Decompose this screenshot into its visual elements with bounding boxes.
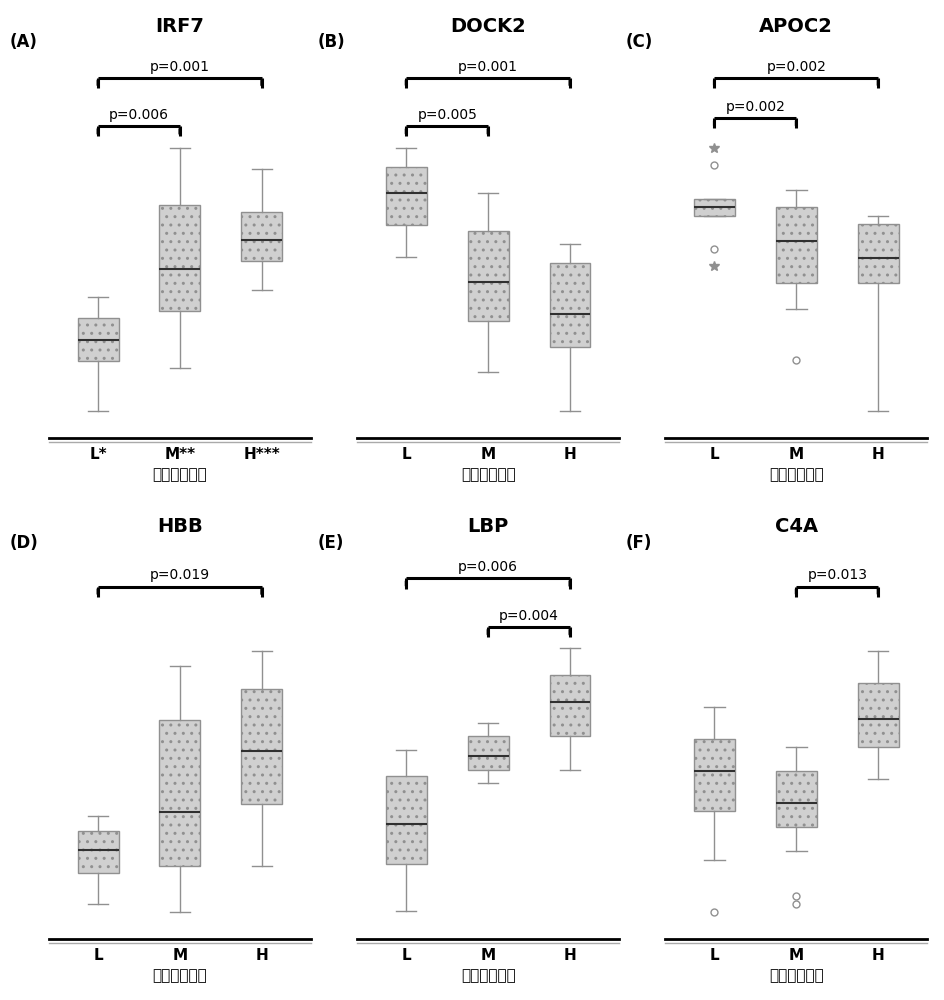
PathPatch shape xyxy=(776,771,817,827)
Text: (C): (C) xyxy=(626,33,653,51)
Title: APOC2: APOC2 xyxy=(759,17,834,36)
Text: p=0.004: p=0.004 xyxy=(499,609,559,623)
X-axis label: 无糖尿病患者: 无糖尿病患者 xyxy=(153,968,208,983)
Text: p=0.005: p=0.005 xyxy=(417,108,477,122)
Title: HBB: HBB xyxy=(157,517,203,536)
PathPatch shape xyxy=(694,739,735,811)
PathPatch shape xyxy=(549,675,591,736)
PathPatch shape xyxy=(242,689,282,804)
X-axis label: 无糖尿病患者: 无糖尿病患者 xyxy=(769,968,824,983)
Text: p=0.002: p=0.002 xyxy=(767,60,826,74)
Title: C4A: C4A xyxy=(775,517,818,536)
Text: p=0.006: p=0.006 xyxy=(109,108,169,122)
Text: (B): (B) xyxy=(318,33,346,51)
Text: p=0.013: p=0.013 xyxy=(807,568,868,582)
Title: IRF7: IRF7 xyxy=(156,17,205,36)
PathPatch shape xyxy=(776,207,817,283)
Title: DOCK2: DOCK2 xyxy=(450,17,526,36)
X-axis label: 无糖尿病患者: 无糖尿病患者 xyxy=(769,468,824,483)
PathPatch shape xyxy=(386,167,427,225)
PathPatch shape xyxy=(77,831,119,873)
PathPatch shape xyxy=(549,263,591,347)
Text: (F): (F) xyxy=(626,534,652,552)
Text: (D): (D) xyxy=(9,534,39,552)
Text: (A): (A) xyxy=(9,33,38,51)
PathPatch shape xyxy=(77,318,119,361)
PathPatch shape xyxy=(160,205,200,311)
Text: p=0.002: p=0.002 xyxy=(725,100,785,114)
PathPatch shape xyxy=(694,199,735,216)
PathPatch shape xyxy=(467,231,509,321)
Text: p=0.001: p=0.001 xyxy=(150,60,210,74)
PathPatch shape xyxy=(858,224,899,283)
Text: p=0.006: p=0.006 xyxy=(458,560,518,574)
X-axis label: 无糖尿病患者: 无糖尿病患者 xyxy=(461,468,515,483)
PathPatch shape xyxy=(160,720,200,866)
Text: (E): (E) xyxy=(318,534,345,552)
Title: LBP: LBP xyxy=(467,517,509,536)
Text: p=0.019: p=0.019 xyxy=(150,568,210,582)
Text: p=0.001: p=0.001 xyxy=(458,60,518,74)
PathPatch shape xyxy=(386,776,427,864)
PathPatch shape xyxy=(242,212,282,261)
X-axis label: 无糖尿病患者: 无糖尿病患者 xyxy=(153,468,208,483)
PathPatch shape xyxy=(467,736,509,770)
X-axis label: 无糖尿病患者: 无糖尿病患者 xyxy=(461,968,515,983)
PathPatch shape xyxy=(858,683,899,747)
